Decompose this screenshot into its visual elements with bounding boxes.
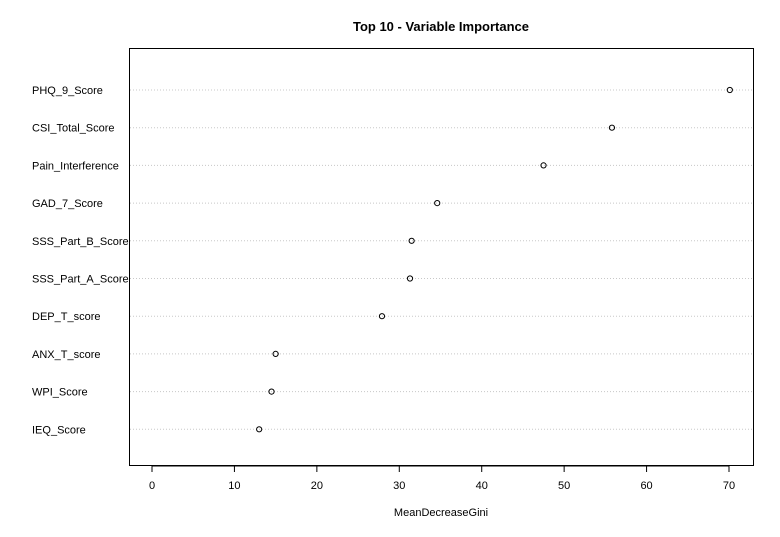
y-tick-label: CSI_Total_Score [32, 123, 115, 135]
data-point [726, 86, 733, 94]
gridlines [130, 89, 753, 430]
data-point [608, 124, 616, 131]
y-tick-label: WPI_Score [32, 387, 88, 399]
chart-title: Top 10 - Variable Importance [353, 19, 529, 34]
data-point [540, 162, 547, 169]
y-tick-label: Pain_Interference [32, 160, 119, 172]
y-axis-labels: PHQ_9_Score CSI_Total_Score Pain_Interfere… [32, 85, 129, 436]
y-tick-label: SSS_Part_A_Score [32, 274, 129, 286]
x-tick-label: 20 [311, 480, 323, 492]
data-point [434, 200, 441, 207]
x-axis-label: MeanDecreaseGini [394, 507, 488, 519]
y-tick-label: PHQ_9_Score [32, 85, 103, 97]
data-points [256, 86, 733, 433]
data-point [408, 237, 415, 244]
data-point [378, 313, 386, 320]
data-point [268, 388, 275, 395]
x-tick-label: 0 [149, 480, 155, 492]
x-tick-label: 70 [723, 480, 735, 492]
y-tick-label: DEP_T_score [32, 311, 100, 323]
y-tick-label: SSS_Part_B_Score [32, 236, 129, 248]
data-point [256, 426, 263, 433]
y-tick-label: ANX_T_score [32, 349, 100, 361]
y-tick-label: IEQ_Score [32, 424, 86, 436]
x-tick-label: 10 [228, 480, 240, 492]
data-point [406, 275, 414, 282]
x-tick-label: 30 [393, 480, 405, 492]
data-point [272, 350, 279, 357]
x-tick-label: 50 [558, 480, 570, 492]
x-axis: 0 10 20 30 40 50 60 70 [149, 465, 735, 492]
x-tick-label: 60 [640, 480, 652, 492]
y-tick-label: GAD_7_Score [32, 198, 103, 210]
x-tick-label: 40 [476, 480, 488, 492]
